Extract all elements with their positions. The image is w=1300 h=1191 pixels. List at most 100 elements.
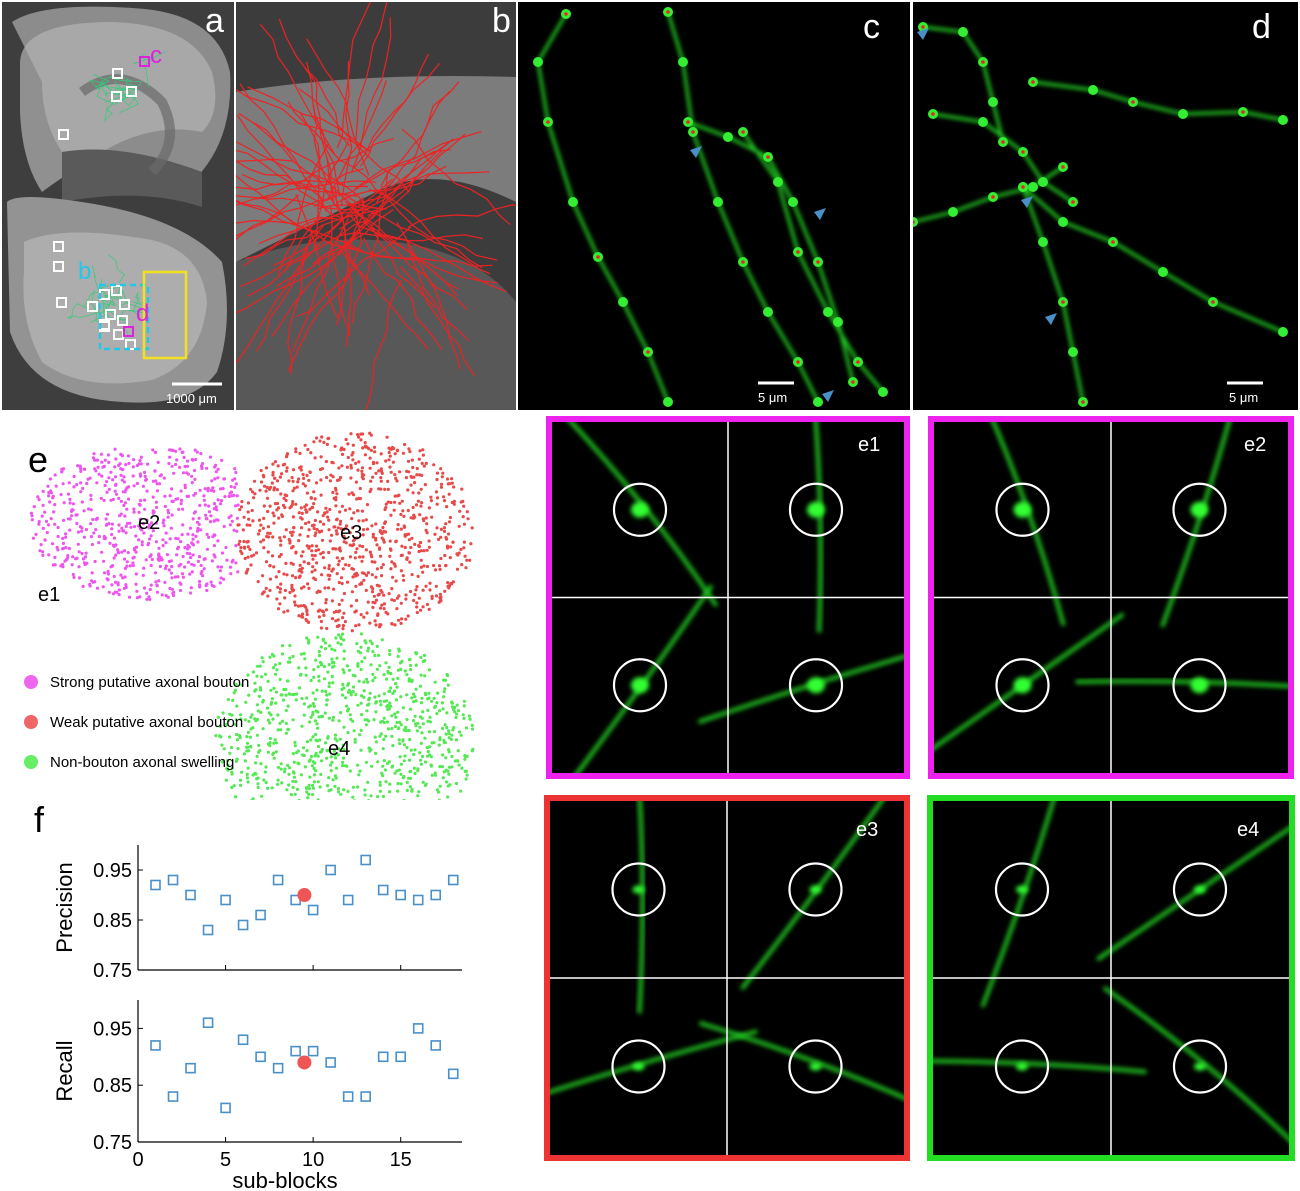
cluster-point: [402, 743, 407, 747]
cluster-point: [114, 543, 118, 547]
cluster-point: [339, 642, 343, 646]
cluster-point: [306, 534, 310, 538]
cluster-point: [465, 510, 469, 514]
cluster-point: [113, 489, 117, 493]
cluster-point: [72, 485, 76, 489]
cluster-point: [455, 567, 460, 571]
cluster-point: [356, 433, 360, 437]
cluster-point: [404, 593, 408, 597]
cluster-point: [249, 727, 253, 731]
cluster-point: [38, 549, 42, 553]
cluster-point: [401, 776, 405, 780]
cluster-point: [54, 484, 58, 488]
cluster-point: [93, 467, 97, 471]
cluster-point: [317, 548, 321, 552]
data-point: [220, 894, 231, 906]
cluster-point: [388, 554, 392, 558]
inset-b-label: b: [78, 258, 92, 285]
cluster-point: [357, 679, 361, 683]
cluster-point: [175, 458, 179, 462]
cluster-point: [288, 541, 292, 545]
cluster-point: [159, 473, 163, 477]
cluster-point: [428, 588, 432, 592]
cluster-point: [325, 703, 329, 707]
cluster-point: [190, 474, 194, 478]
cluster-point: [254, 688, 258, 692]
cluster-point: [255, 674, 259, 678]
cluster-point: [424, 516, 428, 520]
cluster-point: [430, 515, 434, 519]
cluster-point: [320, 529, 324, 533]
cluster-point: [297, 686, 302, 690]
cluster-point: [413, 481, 417, 485]
cluster-point: [371, 460, 376, 464]
cluster-point: [445, 711, 449, 715]
cluster-point: [374, 701, 378, 705]
cluster-point: [369, 794, 373, 798]
cluster-point: [411, 491, 415, 495]
cluster-point: [299, 526, 304, 530]
cluster-point: [411, 692, 416, 696]
cluster-point: [149, 521, 154, 525]
cluster-point: [167, 461, 171, 466]
cluster-point: [64, 535, 68, 539]
cluster-point: [386, 500, 390, 504]
cluster-point: [127, 595, 132, 599]
cluster-point: [274, 690, 278, 694]
cluster-point: [414, 724, 418, 728]
cluster-point: [381, 747, 385, 751]
cluster-point: [246, 501, 250, 505]
sample-square: [53, 261, 64, 272]
bouton-swelling: [948, 207, 958, 217]
cluster-point: [396, 668, 401, 672]
cluster-point: [309, 451, 313, 455]
data-point: [377, 1051, 389, 1063]
cluster-point: [163, 580, 167, 584]
cluster-point: [382, 602, 386, 606]
cluster-point: [380, 469, 384, 473]
bouton-center: [1081, 400, 1085, 404]
cluster-point: [287, 479, 291, 483]
cluster-point: [46, 523, 51, 527]
cluster-point: [348, 769, 352, 773]
cluster-point: [191, 458, 195, 462]
cluster-point: [155, 590, 159, 594]
cluster-point: [442, 495, 446, 499]
cluster-point: [122, 557, 127, 561]
cluster-point: [349, 476, 353, 480]
cluster-point: [266, 594, 270, 598]
cluster-point: [387, 665, 391, 669]
cluster-point: [229, 745, 234, 750]
cluster-point: [85, 481, 89, 486]
arrowhead-marker: [917, 28, 929, 40]
cluster-point: [379, 703, 383, 707]
cluster-point: [354, 693, 358, 697]
cluster-point: [311, 691, 315, 695]
cluster-point: [333, 753, 337, 757]
cluster-point: [103, 458, 107, 462]
roi-circle: [994, 862, 1050, 917]
cluster-point: [266, 531, 270, 535]
cluster-point: [144, 558, 148, 562]
axon-segment: [813, 422, 823, 633]
cluster-point: [359, 613, 363, 617]
cluster-point: [181, 554, 185, 559]
cluster-point: [235, 738, 239, 742]
bouton-center: [913, 220, 915, 224]
cluster-point: [311, 557, 315, 561]
cluster-point: [377, 469, 381, 473]
bouton-swelling: [1038, 237, 1048, 247]
cluster-point: [268, 741, 272, 745]
cluster-point: [271, 752, 275, 756]
bouton-center: [981, 60, 985, 64]
cluster-point: [255, 777, 259, 781]
cluster-point: [149, 553, 153, 557]
cluster-point: [257, 694, 261, 698]
cluster-point: [331, 778, 335, 782]
cluster-point: [315, 688, 319, 692]
cluster-point: [284, 561, 288, 565]
cluster-point: [316, 780, 320, 784]
cluster-point: [405, 788, 409, 792]
cluster-point: [339, 576, 344, 580]
cluster-point: [312, 704, 316, 708]
